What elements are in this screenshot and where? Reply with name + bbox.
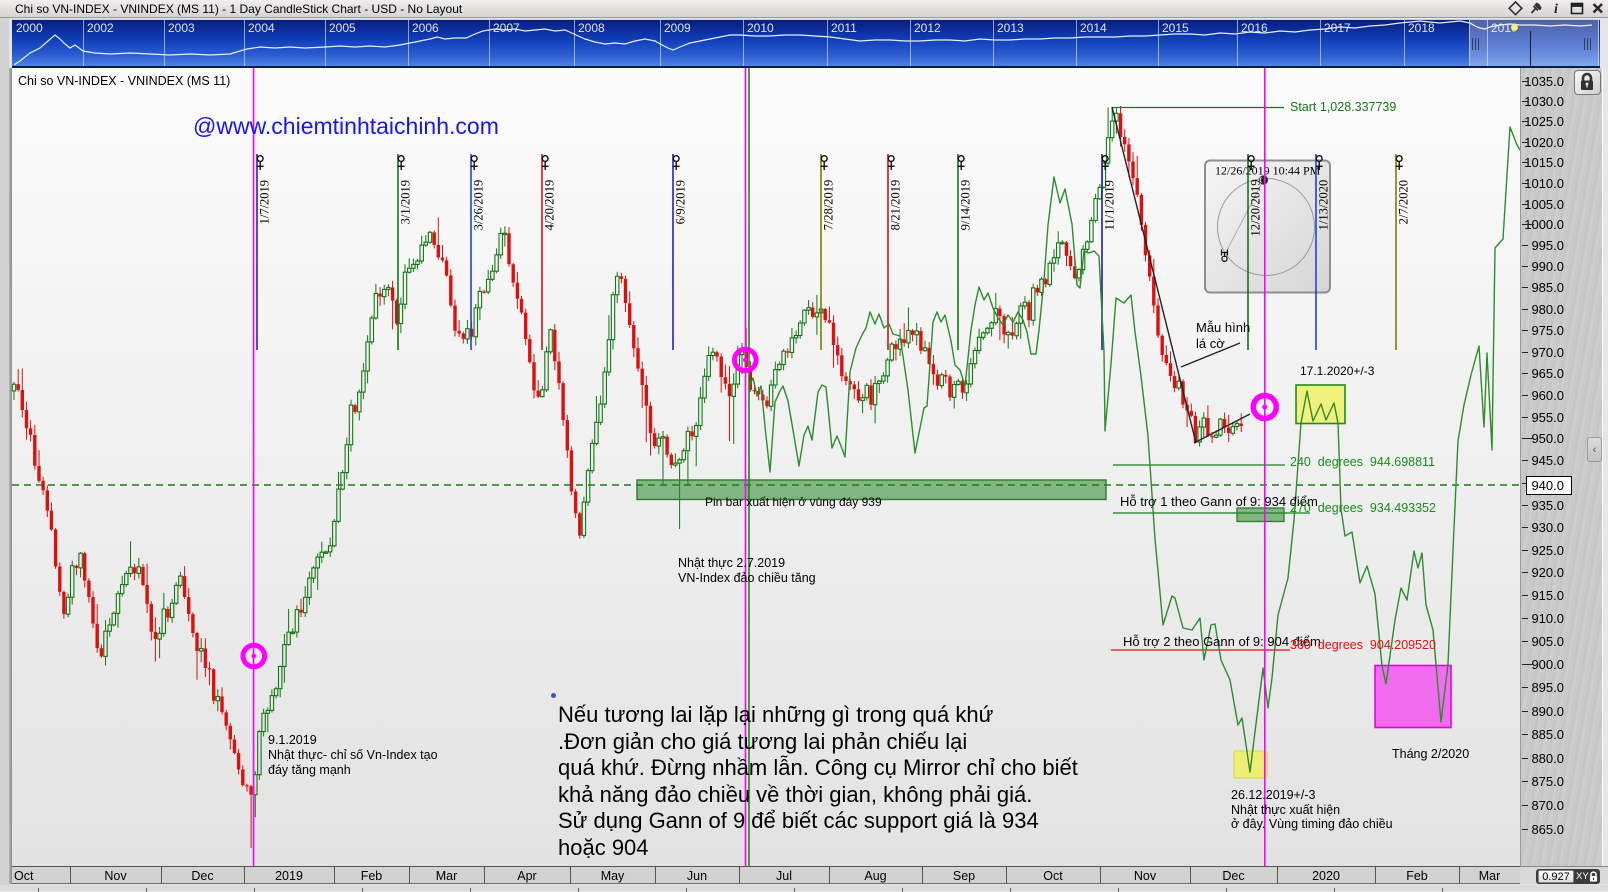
svg-text:11/1/2019: 11/1/2019 [1103,180,1117,230]
svg-text:7/28/2019: 7/28/2019 [822,180,836,231]
svg-text:1/13/2020: 1/13/2020 [1317,180,1331,231]
svg-text:3/26/2019: 3/26/2019 [472,180,486,231]
svg-text:6/9/2019: 6/9/2019 [674,180,688,224]
svg-text:9/14/2019: 9/14/2019 [959,180,973,231]
svg-text:12/20/2019: 12/20/2019 [1249,180,1263,237]
svg-text:4/20/2019: 4/20/2019 [543,180,557,231]
svg-text:2/7/2020: 2/7/2020 [1397,180,1411,224]
svg-text:i: i [1554,2,1558,17]
svg-text:8/21/2019: 8/21/2019 [889,180,903,231]
svg-text:3/1/2019: 3/1/2019 [399,180,413,224]
svg-text:1/7/2019: 1/7/2019 [258,180,272,224]
svg-text:12/26/2019 10:44 PM: 12/26/2019 10:44 PM [1215,164,1321,178]
